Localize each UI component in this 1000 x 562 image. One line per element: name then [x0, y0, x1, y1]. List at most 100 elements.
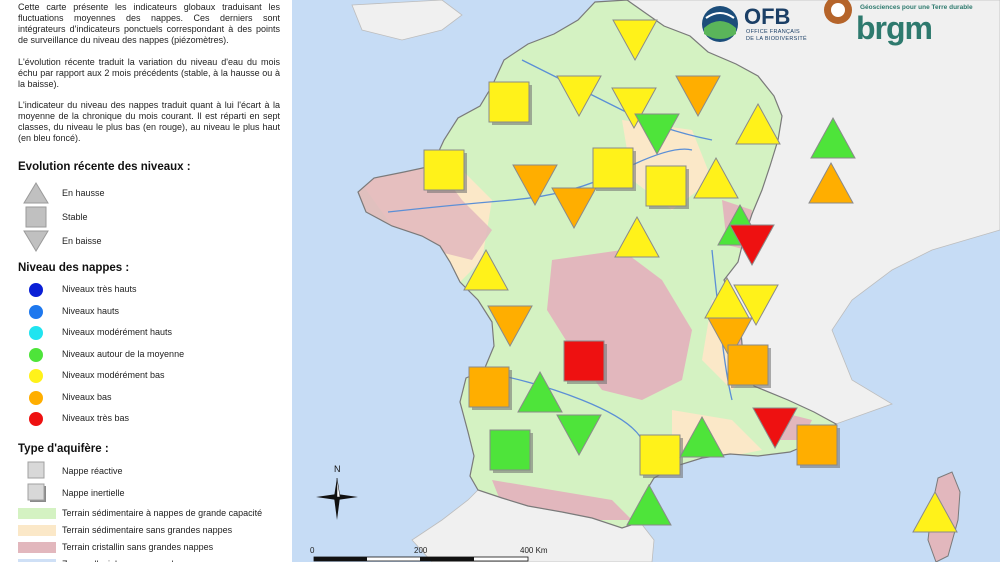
legend-niveau-label: Niveaux très bas: [62, 413, 130, 423]
indicator-symbols: [423, 19, 958, 533]
map-area[interactable]: N 0 200 400 Km OFB OFFICE FRANÇAIS DE LA…: [292, 0, 1000, 562]
ofb-subtitle-2: DE LA BIODIVERSITÉ: [746, 36, 808, 42]
indicator-down-marker[interactable]: [675, 75, 721, 118]
france-map[interactable]: N: [292, 0, 1000, 562]
legend-terrain-label: Terrain sédimentaire sans grandes nappes: [62, 525, 233, 535]
evolution-title: Evolution récente des niveaux :: [18, 161, 191, 173]
level-color-dot-icon: [29, 390, 43, 405]
legend-terrain-item: Terrain cristallin sans grandes nappes: [18, 540, 288, 560]
indicator-down-marker[interactable]: [512, 164, 558, 207]
level-color-dot-icon: [29, 283, 43, 297]
legend-niveau-item: Niveaux très hauts: [18, 280, 288, 300]
shadowed-square-icon: [27, 483, 46, 502]
scale-label-0: 0: [310, 546, 315, 555]
ofb-subtitle-1: OFFICE FRANÇAIS: [746, 29, 801, 35]
indicator-square-marker[interactable]: [468, 366, 510, 408]
legend-niveau-label: Niveaux bas: [62, 391, 112, 402]
legend-niveau-item: Niveaux bas: [18, 388, 288, 408]
indicator-square-marker[interactable]: [645, 165, 687, 207]
legend-niveau-item: Niveaux autour de la moyenne: [18, 345, 288, 365]
legend-nappe-reactive: Nappe réactive: [18, 460, 288, 480]
level-color-dot-icon: [29, 412, 43, 426]
legend-nappe-inertielle-label: Nappe inertielle: [62, 488, 125, 498]
channel-sea: [292, 100, 352, 170]
legend-evolution-down: En baisse: [18, 229, 288, 252]
legend-terrain-label: Terrain sédimentaire à nappes de grande …: [62, 508, 263, 518]
indicator-up-marker[interactable]: [912, 490, 958, 533]
indicator-down-marker[interactable]: [707, 317, 753, 360]
indicator-down-marker[interactable]: [733, 284, 779, 327]
indicator-up-marker[interactable]: [679, 415, 725, 458]
legend-evolution-down-label: En baisse: [62, 236, 102, 246]
brgm-emblem-icon: [824, 0, 852, 24]
niveau-title: Niveau des nappes :: [18, 262, 130, 274]
river-seine: [521, 59, 713, 141]
triangle-up-icon: [23, 182, 49, 204]
indicator-square-marker[interactable]: [727, 344, 769, 386]
indicator-up-marker[interactable]: [808, 161, 854, 204]
scale-label-400: 400 Km: [520, 546, 548, 555]
zone-crystal-brittany: [358, 160, 492, 260]
ofb-logo: OFB OFFICE FRANÇAIS DE LA BIODIVERSITÉ: [700, 2, 820, 46]
neighbor-uk: [351, 0, 463, 41]
legend-niveau-label: Niveaux modérément bas: [62, 370, 165, 380]
terrain-swatch: [18, 559, 56, 562]
ofb-emblem-icon: [702, 6, 738, 42]
legend-evolution-stable: Stable: [18, 205, 288, 228]
compass-rose: N: [316, 464, 358, 520]
indicator-down-marker[interactable]: [551, 187, 597, 230]
intro-paragraph-2: L'évolution récente traduit la variation…: [18, 57, 280, 89]
legend-evolution-up: En hausse: [18, 181, 288, 204]
level-color-dot-icon: [29, 347, 43, 362]
legend-nappe-reactive-label: Nappe réactive: [62, 466, 123, 476]
scale-bar-segment: [314, 557, 367, 561]
indicator-square-marker[interactable]: [488, 81, 530, 123]
intro-paragraph-3: L'indicateur du niveau des nappes tradui…: [18, 100, 280, 143]
level-color-dot-icon: [29, 369, 43, 383]
ofb-wordmark: OFB: [744, 4, 791, 29]
indicator-square-marker[interactable]: [639, 434, 681, 476]
legend-niveau-item: Niveaux modérément hauts: [18, 323, 288, 343]
indicator-down-marker[interactable]: [752, 407, 798, 450]
indicator-square-marker[interactable]: [592, 147, 634, 189]
square-icon: [27, 461, 45, 479]
zone-beige-center: [622, 120, 712, 210]
terrain-swatch: [18, 525, 56, 536]
indicator-square-marker[interactable]: [796, 424, 838, 466]
indicator-square-marker[interactable]: [489, 429, 531, 471]
indicator-down-marker[interactable]: [611, 87, 657, 130]
legend-evolution-stable-label: Stable: [62, 212, 88, 222]
indicator-up-marker[interactable]: [626, 483, 672, 526]
indicator-up-marker[interactable]: [735, 102, 781, 145]
indicator-up-marker[interactable]: [693, 156, 739, 199]
legend-niveau-label: Niveaux hauts: [62, 305, 120, 316]
legend-evolution-up-label: En hausse: [62, 188, 105, 198]
indicator-up-marker[interactable]: [517, 370, 563, 413]
brgm-logo: Géosciences pour une Terre durable brgm: [820, 0, 998, 56]
intro-paragraph-1: Cette carte présente les indicateurs glo…: [18, 2, 280, 45]
indicator-down-marker[interactable]: [556, 75, 602, 118]
indicator-square-marker[interactable]: [563, 340, 605, 382]
legend-niveau-label: Niveaux très hauts: [62, 284, 137, 294]
scale-bar-segment: [420, 557, 474, 561]
indicator-square-marker[interactable]: [423, 149, 465, 191]
legend-terrain-item: Zones alluviales sans grandes nappes: [18, 557, 288, 562]
terrain-swatch: [18, 508, 56, 519]
indicator-up-marker[interactable]: [463, 248, 509, 291]
indicator-down-marker[interactable]: [612, 19, 658, 62]
indicator-down-marker[interactable]: [634, 113, 680, 156]
brgm-tagline: Géosciences pour une Terre durable: [860, 4, 973, 11]
indicator-up-marker[interactable]: [810, 116, 856, 159]
indicator-up-marker[interactable]: [614, 215, 660, 258]
scale-label-200: 200: [414, 546, 428, 555]
brgm-wordmark: brgm: [856, 10, 933, 46]
level-color-dot-icon: [29, 326, 43, 340]
legend-nappe-inertielle: Nappe inertielle: [18, 482, 288, 502]
indicator-down-marker[interactable]: [556, 414, 602, 457]
indicator-down-marker[interactable]: [487, 305, 533, 348]
scale-bar: [313, 556, 529, 562]
indicator-down-marker[interactable]: [729, 224, 775, 267]
legend-niveau-label: Niveaux modérément hauts: [62, 327, 173, 337]
legend-terrain-label: Terrain cristallin sans grandes nappes: [62, 542, 214, 552]
compass-north-label: N: [334, 464, 341, 474]
